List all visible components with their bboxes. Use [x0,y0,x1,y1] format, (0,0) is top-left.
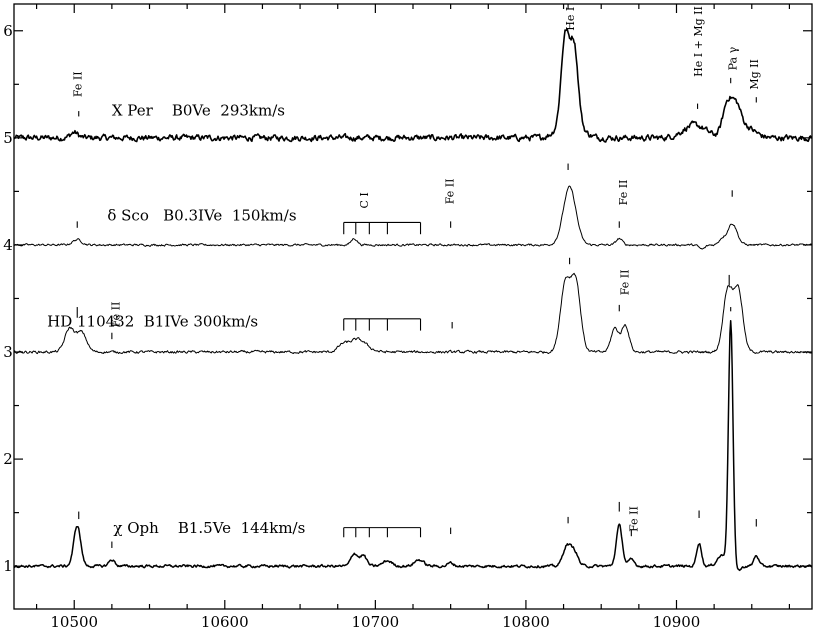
x-tick-label-2: 10700 [351,613,399,630]
y-tick-label-2: 3 [3,343,13,361]
line-id-label-1: He I [564,7,577,31]
axis-layer: 10500 10600 10700 10800 10900 1 2 3 4 5 6 [3,3,813,630]
star-label-1: δ Sco B0.3IVe 150km/s [107,206,296,224]
line-id-label-9: Fe II [109,302,122,328]
line-id-label-3: Pa γ [727,46,740,70]
y-tick-label-0: 1 [3,557,13,575]
x-tick-label-1: 10600 [201,613,249,630]
x-tick-label-3: 10800 [502,613,550,630]
star-label-3: χ Oph B1.5Ve 144km/s [113,519,305,537]
spectrum-line-0 [13,28,813,143]
line-id-label-7: Fe II [617,180,630,206]
marker-layer [76,4,757,548]
star-label-0: X Per B0Ve 293km/s [112,101,285,119]
y-tick-label-5: 6 [3,22,13,40]
label-layer: X Per B0Ve 293km/s δ Sco B0.3IVe 150km/s H… [47,6,761,537]
line-id-label-10: Fe II [627,506,640,532]
spectra-layer [13,28,813,572]
x-tick-label-0: 10500 [50,613,98,630]
line-id-label-0: Fe II [72,71,85,97]
y-tick-label-1: 2 [3,450,13,468]
line-id-label-6: Fe II [444,179,457,205]
line-id-label-2: He I + Mg II [692,6,705,77]
spectrum-line-3 [13,319,813,572]
spectrum-line-2 [13,272,813,355]
line-id-label-8: Fe II [618,270,631,296]
spectrum-line-1 [13,185,813,250]
line-id-label-5: C I [358,192,371,208]
y-tick-label-4: 5 [3,129,13,147]
x-tick-label-4: 10900 [653,613,701,630]
star-label-2: HD 110432 B1IVe 300km/s [47,312,258,330]
y-tick-label-3: 4 [3,236,13,254]
line-id-label-4: Mg II [748,59,761,90]
